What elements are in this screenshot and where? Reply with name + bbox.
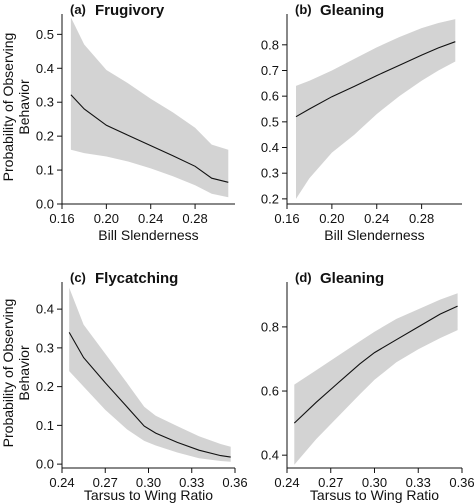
x-tick-label: 0.28: [182, 211, 207, 226]
panel-title: Gleaning: [320, 270, 384, 287]
x-axis-label: Bill Slenderness: [324, 227, 424, 243]
y-tick-label: 0.0: [36, 197, 54, 212]
y-tick-label: 0.8: [261, 319, 279, 334]
x-tick-label: 0.16: [274, 211, 299, 226]
confidence-band: [70, 17, 229, 198]
x-tick-label: 0.16: [49, 211, 74, 226]
y-tick-label: 0.5: [261, 114, 279, 129]
fitted-line: [293, 305, 458, 424]
x-axis-label: Tarsus to Wing Ratio: [310, 487, 439, 503]
x-tick-label: 0.24: [138, 211, 163, 226]
y-tick-label: 0.1: [36, 163, 54, 178]
y-tick-label: 0.4: [261, 448, 279, 463]
x-axis-label: Bill Slenderness: [98, 227, 198, 243]
x-tick-label: 0.20: [94, 211, 119, 226]
x-tick-label: 0.27: [93, 475, 118, 490]
y-tick-label: 0.1: [36, 418, 54, 433]
x-tick-label: 0.33: [406, 475, 431, 490]
y-axis-label-line2: Behavior: [16, 79, 32, 135]
chart-panel-3: 0.0 0.1 0.2 0.3 0.4 0.24 0.27 0.30 0.33 0.36 (c) Fl…: [36, 270, 248, 503]
y-axis-label-line1: Probability of Observing: [0, 33, 16, 182]
y-tick-label: 0.3: [36, 95, 54, 110]
y-axis-label-line1-lower: Probability of Observing: [0, 299, 16, 448]
y-tick-label: 0.4: [36, 302, 54, 317]
y-tick-label: 0.3: [36, 340, 54, 355]
chart-panel-4: 0.4 0.6 0.8 0.24 0.27 0.30 0.33 0.36 (d) Gleaning…: [261, 270, 474, 503]
y-tick-label: 0.2: [36, 129, 54, 144]
y-tick-label: 0.2: [36, 379, 54, 394]
fitted-line: [68, 332, 231, 458]
x-tick-label: 0.36: [449, 475, 474, 490]
x-tick-label: 0.30: [136, 475, 161, 490]
y-axis-label-line2-lower: Behavior: [16, 345, 32, 401]
x-tick-label: 0.24: [364, 211, 389, 226]
fitted-line: [70, 94, 229, 183]
y-tick-label: 0.4: [36, 61, 54, 76]
chart-panel-1: 0.0 0.1 0.2 0.3 0.4 0.5 0.16 0.20 0.24 0.28 (a) Fru…: [36, 2, 235, 243]
panel-title: Frugivory: [95, 2, 165, 19]
y-tick-label: 0.4: [261, 140, 279, 155]
y-tick-label: 0.7: [261, 63, 279, 78]
x-tick-label: 0.28: [409, 211, 434, 226]
x-tick-label: 0.24: [274, 475, 299, 490]
panel-label: (b): [295, 2, 312, 17]
chart-panel-2: 0.2 0.3 0.4 0.5 0.6 0.7 0.8 0.16 0.20 0.24 0.28 (b)…: [261, 2, 462, 243]
panel-label: (d): [295, 270, 312, 285]
y-tick-label: 0.6: [261, 384, 279, 399]
x-tick-label: 0.36: [222, 475, 247, 490]
y-tick-label: 0.0: [36, 457, 54, 472]
y-tick-label: 0.6: [261, 89, 279, 104]
x-tick-label: 0.33: [179, 475, 204, 490]
x-tick-label: 0.24: [49, 475, 74, 490]
panel-title: Flycatching: [95, 270, 178, 287]
fitted-line: [295, 41, 456, 118]
y-tick-label: 0.8: [261, 37, 279, 52]
confidence-band: [69, 287, 231, 462]
y-tick-label: 0.3: [261, 166, 279, 181]
x-tick-label: 0.20: [319, 211, 344, 226]
y-tick-label: 0.2: [261, 191, 279, 206]
x-axis-label: Tarsus to Wing Ratio: [84, 487, 213, 503]
panel-label: (c): [70, 270, 86, 285]
panel-title: Gleaning: [320, 2, 384, 19]
confidence-band: [296, 19, 456, 199]
x-tick-label: 0.30: [362, 475, 387, 490]
confidence-band: [294, 293, 458, 465]
x-tick-label: 0.27: [318, 475, 343, 490]
panel-label: (a): [70, 2, 86, 17]
y-tick-label: 0.5: [36, 27, 54, 42]
